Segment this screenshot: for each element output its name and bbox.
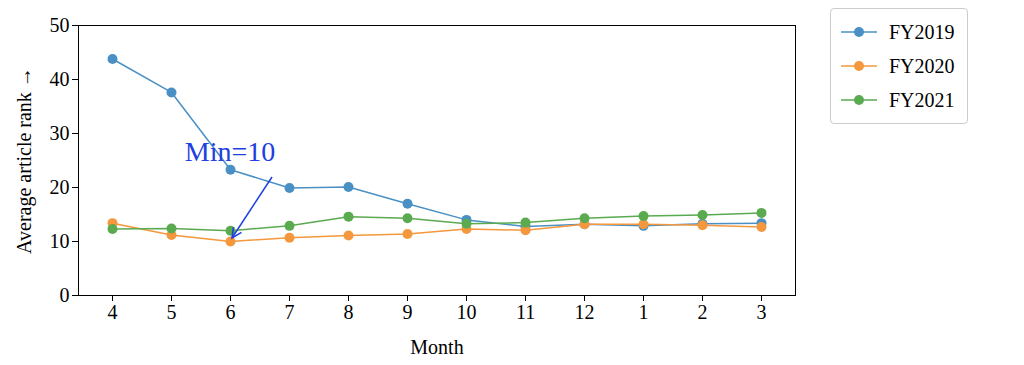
svg-text:1: 1	[639, 301, 649, 323]
svg-text:2: 2	[698, 301, 708, 323]
svg-text:6: 6	[226, 301, 236, 323]
svg-text:Month: Month	[410, 336, 463, 358]
svg-text:10: 10	[50, 230, 70, 252]
svg-text:Min=10: Min=10	[185, 136, 275, 167]
svg-text:9: 9	[403, 301, 413, 323]
html-text:FY2020: FY2020	[889, 54, 955, 77]
svg-text:5: 5	[167, 301, 177, 323]
svg-text:3: 3	[757, 301, 767, 323]
html-text:FY2019: FY2019	[889, 20, 955, 43]
svg-text:4: 4	[108, 301, 118, 323]
svg-text:10: 10	[457, 301, 477, 323]
svg-text:7: 7	[285, 301, 295, 323]
svg-text:8: 8	[344, 301, 354, 323]
svg-text:50: 50	[50, 14, 70, 36]
svg-text:40: 40	[50, 68, 70, 90]
svg-text:Average article rank →: Average article rank →	[13, 67, 36, 254]
svg-text:11: 11	[516, 301, 535, 323]
svg-text:20: 20	[50, 176, 70, 198]
svg-text:0: 0	[60, 284, 70, 306]
svg-text:12: 12	[575, 301, 595, 323]
svg-text:30: 30	[50, 122, 70, 144]
html-text:FY2021: FY2021	[889, 88, 955, 111]
